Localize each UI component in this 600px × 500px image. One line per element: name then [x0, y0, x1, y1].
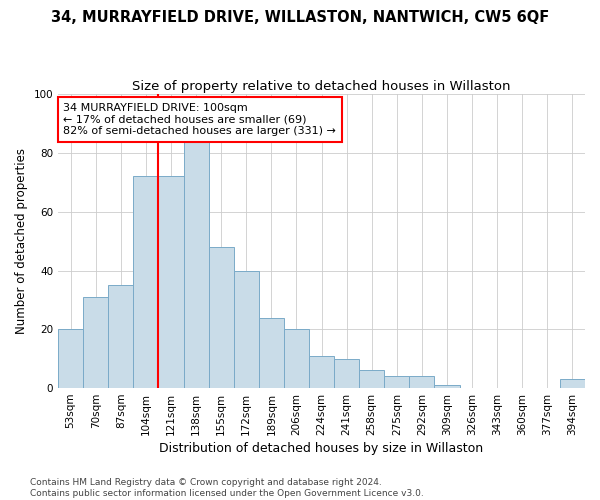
Bar — [83, 297, 108, 388]
Text: Contains HM Land Registry data © Crown copyright and database right 2024.
Contai: Contains HM Land Registry data © Crown c… — [30, 478, 424, 498]
Text: 34 MURRAYFIELD DRIVE: 100sqm
← 17% of detached houses are smaller (69)
82% of se: 34 MURRAYFIELD DRIVE: 100sqm ← 17% of de… — [64, 103, 336, 136]
Bar — [209, 247, 233, 388]
X-axis label: Distribution of detached houses by size in Willaston: Distribution of detached houses by size … — [160, 442, 484, 455]
Bar — [108, 285, 133, 388]
Text: 34, MURRAYFIELD DRIVE, WILLASTON, NANTWICH, CW5 6QF: 34, MURRAYFIELD DRIVE, WILLASTON, NANTWI… — [51, 10, 549, 25]
Bar — [184, 141, 209, 388]
Bar — [233, 270, 259, 388]
Bar — [384, 376, 409, 388]
Bar — [284, 330, 309, 388]
Bar — [434, 385, 460, 388]
Bar — [259, 318, 284, 388]
Bar — [133, 176, 158, 388]
Bar — [560, 380, 585, 388]
Bar — [334, 358, 359, 388]
Bar — [309, 356, 334, 388]
Title: Size of property relative to detached houses in Willaston: Size of property relative to detached ho… — [132, 80, 511, 93]
Bar — [158, 176, 184, 388]
Bar — [359, 370, 384, 388]
Bar — [58, 330, 83, 388]
Y-axis label: Number of detached properties: Number of detached properties — [15, 148, 28, 334]
Bar — [409, 376, 434, 388]
